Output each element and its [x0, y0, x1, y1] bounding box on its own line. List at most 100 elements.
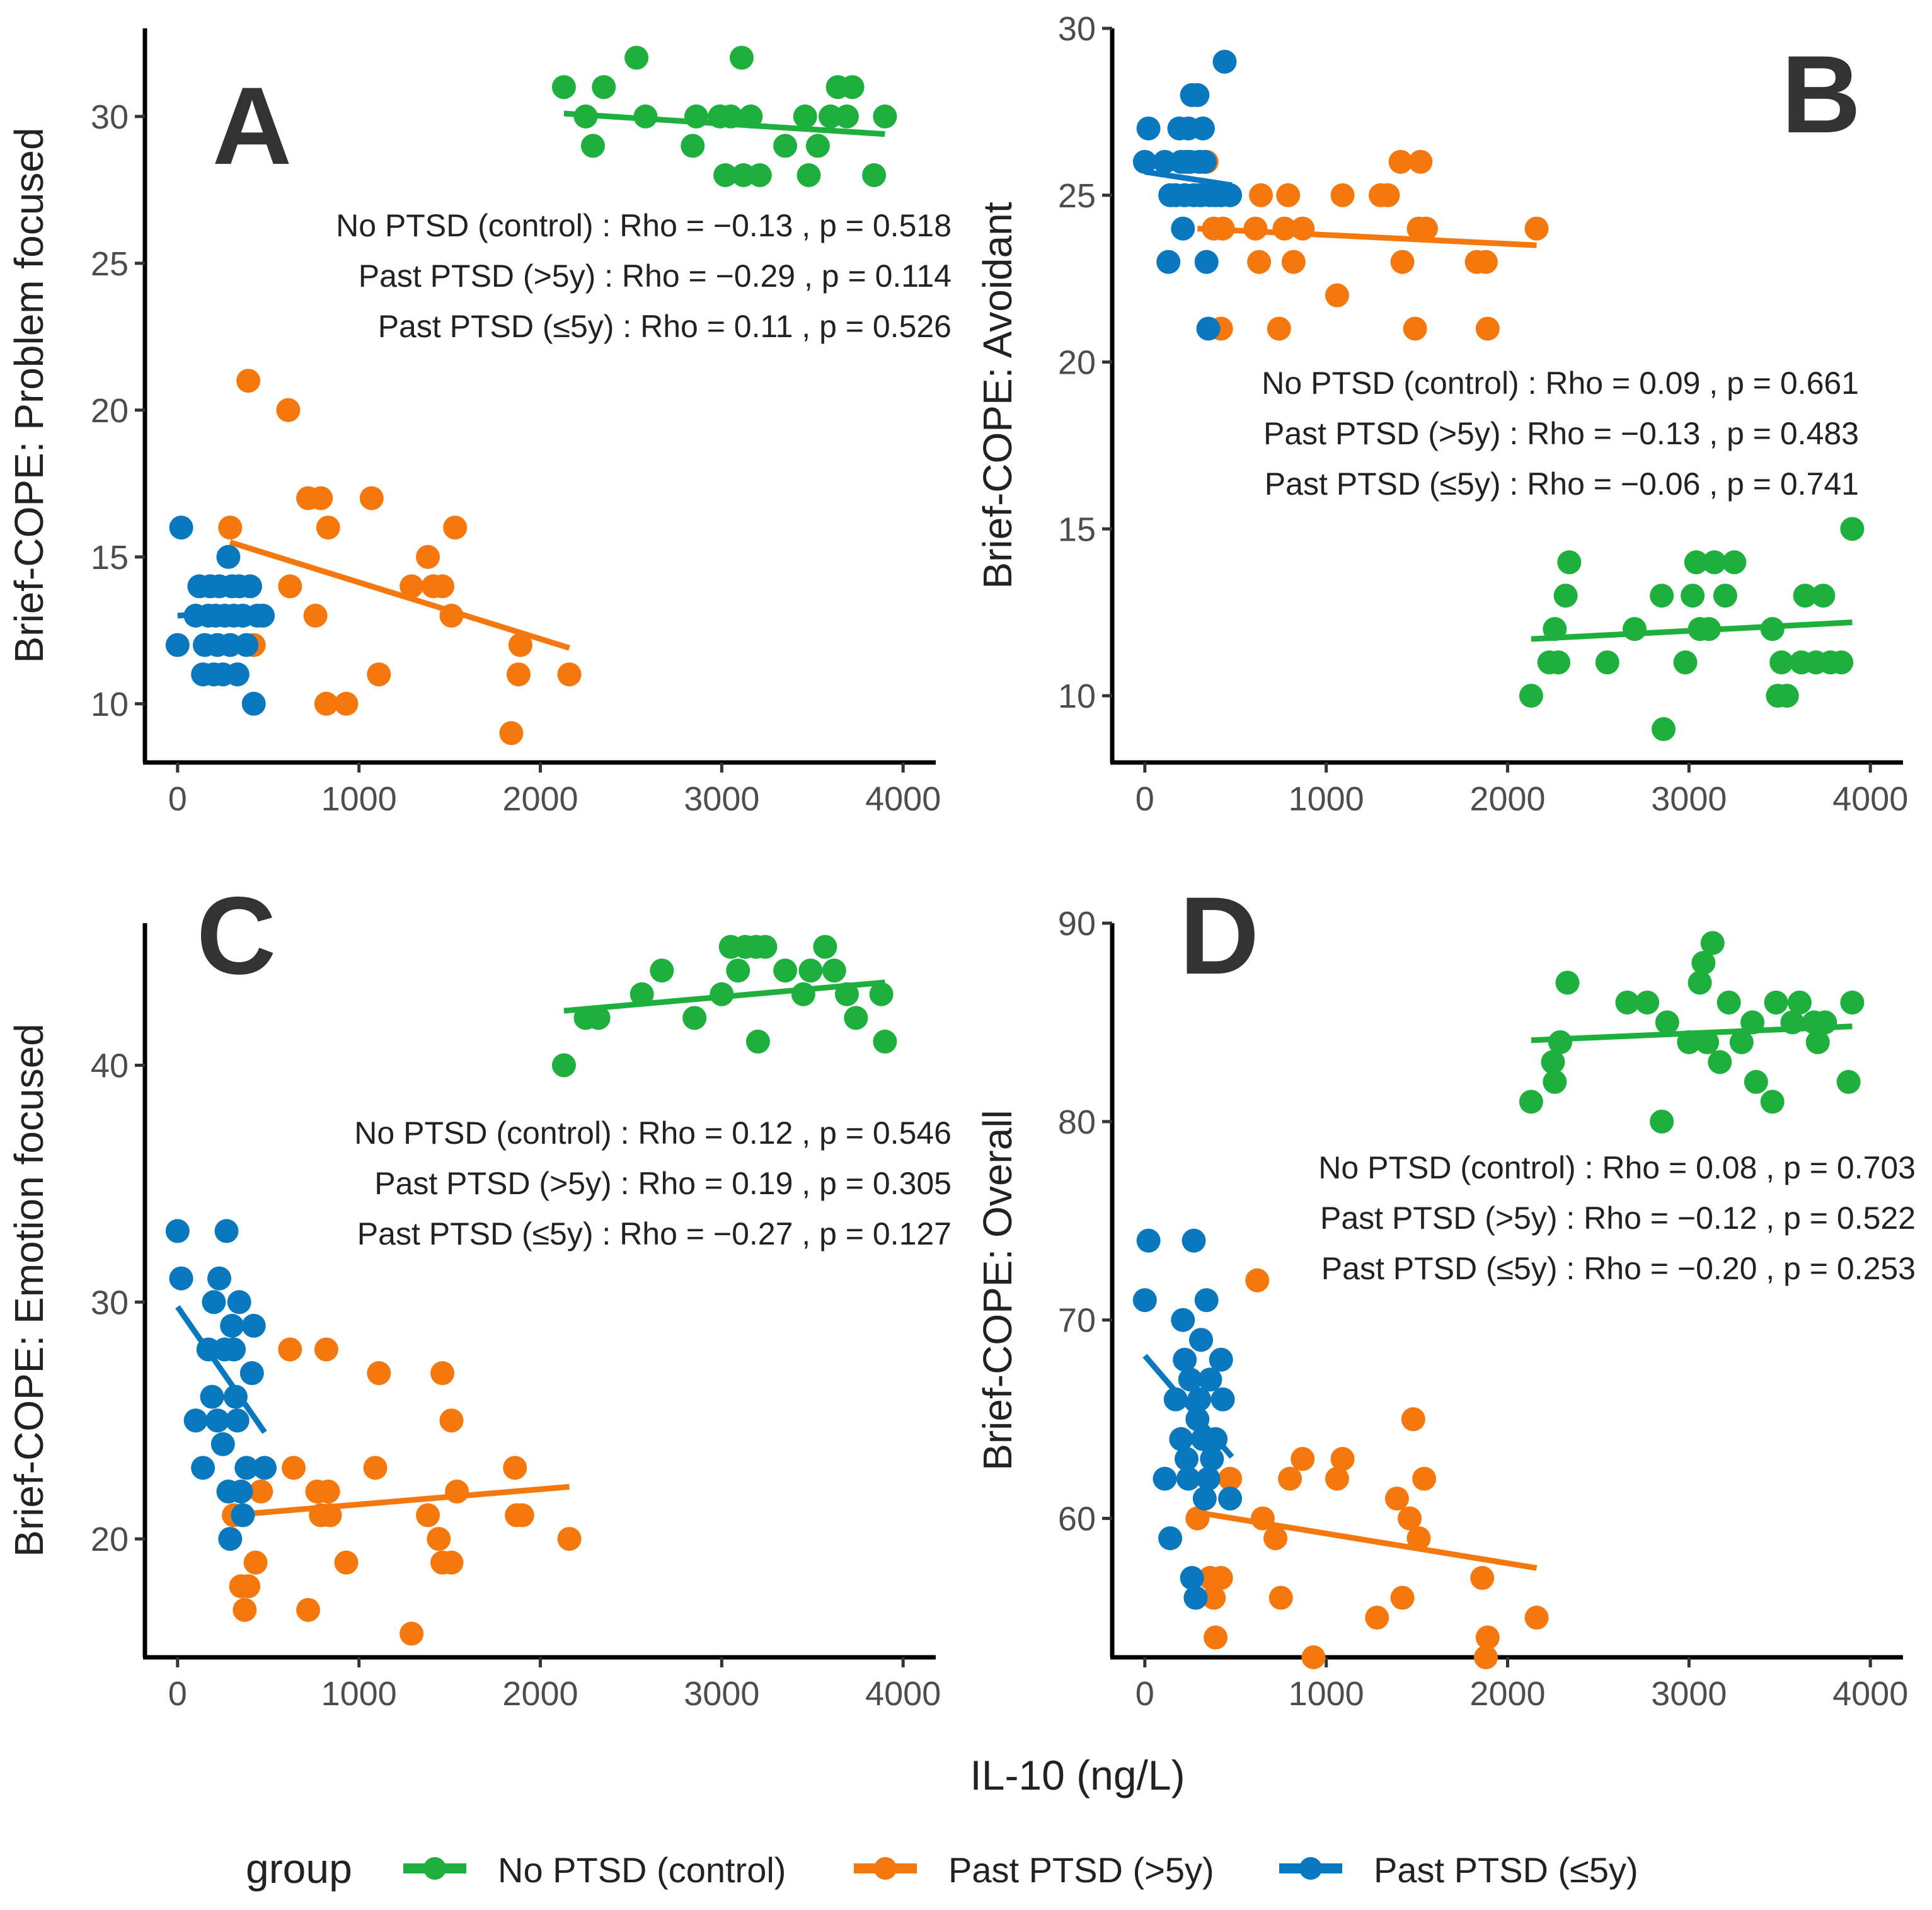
y-axis-label: Brief-COPE: Avoidant — [975, 202, 1020, 589]
data-point — [1684, 550, 1708, 575]
data-point — [1202, 1585, 1226, 1610]
series-past-ptsd-5y — [218, 369, 582, 745]
correlation-annotation: Past PTSD (>5y) : Rho = −0.12 , p = 0.52… — [1320, 1200, 1916, 1236]
data-point — [238, 574, 262, 599]
data-point — [1811, 584, 1836, 608]
series-no-ptsd-control — [1519, 931, 1865, 1134]
data-point — [241, 1313, 266, 1338]
y-axis-label: Brief-COPE: Overall — [975, 1110, 1020, 1471]
data-point — [427, 1527, 451, 1551]
y-tick-label: 30 — [1058, 10, 1096, 48]
data-point — [1330, 1447, 1355, 1471]
trend-line — [563, 979, 885, 1014]
x-tick-label: 1000 — [1289, 780, 1364, 818]
data-point — [1722, 550, 1747, 575]
data-point — [416, 1503, 440, 1527]
series-past-ptsd-5y — [1185, 1268, 1549, 1669]
data-point — [227, 1290, 251, 1315]
data-point — [1278, 1466, 1302, 1491]
data-point — [1840, 517, 1865, 541]
data-point — [1615, 990, 1640, 1015]
data-point — [1764, 990, 1788, 1015]
y-tick-label: 10 — [91, 686, 129, 723]
data-point — [218, 515, 243, 540]
data-point — [1192, 1487, 1217, 1511]
data-point — [1190, 116, 1215, 141]
data-point — [793, 104, 817, 129]
data-point — [1136, 1228, 1161, 1253]
data-point — [229, 1479, 253, 1504]
data-point — [1595, 650, 1619, 675]
data-point — [1281, 250, 1306, 274]
data-point — [1729, 1030, 1754, 1054]
data-point — [1267, 316, 1291, 341]
data-point — [241, 691, 266, 716]
data-point — [753, 935, 778, 959]
legend-entry-no-ptsd: No PTSD (control) — [403, 1850, 786, 1890]
trend-line — [1142, 1354, 1234, 1459]
panel-C: 0 1000 2000 3000 4000 20 30 40 Brief-COPE: Emoti… — [6, 875, 952, 1713]
y-tick-label: 15 — [1058, 510, 1096, 548]
data-point — [278, 1337, 302, 1362]
data-point — [1805, 1030, 1830, 1054]
data-point — [1196, 316, 1221, 341]
y-axis-label: Brief-COPE: Problem focused — [6, 127, 52, 663]
x-tick-label: 0 — [168, 1675, 187, 1713]
data-point — [1695, 1030, 1720, 1054]
data-point — [1390, 1585, 1415, 1610]
data-point — [1132, 149, 1157, 174]
data-point — [1330, 183, 1355, 207]
y-tick-label: 25 — [1058, 177, 1096, 215]
data-point — [1475, 1625, 1500, 1650]
data-point — [1652, 717, 1676, 742]
data-point — [443, 515, 468, 540]
data-point — [1200, 1447, 1224, 1471]
data-point — [416, 544, 440, 569]
data-point — [400, 1621, 424, 1646]
data-point — [220, 1313, 244, 1338]
data-point — [243, 1550, 268, 1575]
data-point — [1688, 970, 1712, 995]
correlation-annotation: No PTSD (control) : Rho = 0.08 , p = 0.7… — [1318, 1150, 1916, 1185]
data-point — [1291, 1447, 1315, 1471]
correlation-annotation: No PTSD (control) : Rho = 0.12 , p = 0.5… — [354, 1115, 952, 1151]
data-point — [191, 1456, 216, 1480]
data-point — [1403, 316, 1427, 341]
data-point — [1519, 1090, 1543, 1114]
data-point — [1413, 216, 1438, 241]
data-point — [1204, 1625, 1228, 1650]
data-point — [282, 1456, 306, 1480]
x-tick-label: 2000 — [502, 1675, 578, 1713]
data-point — [165, 1219, 190, 1243]
data-point — [314, 691, 338, 716]
data-point — [791, 982, 815, 1006]
data-point — [730, 45, 754, 70]
y-tick-label: 60 — [1058, 1500, 1096, 1538]
series-past-ptsd-5y — [1132, 1228, 1243, 1610]
legend-title: group — [246, 1845, 352, 1892]
data-point — [1163, 1387, 1188, 1412]
data-point — [1276, 183, 1301, 207]
legend-entry-past-ptsd-le5y: Past PTSD (≤5y) — [1279, 1850, 1638, 1890]
series-past-ptsd-5y — [222, 1337, 582, 1646]
data-point — [367, 1361, 391, 1386]
data-point — [713, 163, 738, 187]
data-point — [1557, 550, 1582, 575]
data-point — [1650, 1109, 1674, 1134]
data-point — [624, 45, 649, 70]
x-tick-label: 4000 — [1832, 780, 1908, 818]
data-point — [1655, 1010, 1679, 1035]
data-point — [510, 1503, 534, 1527]
data-point — [681, 134, 705, 158]
data-point — [1183, 1585, 1208, 1610]
data-point — [183, 1408, 208, 1433]
data-point — [439, 1550, 464, 1575]
series-past-ptsd-5y — [1187, 149, 1549, 341]
data-point — [1543, 1069, 1567, 1094]
trend-line — [175, 1305, 267, 1434]
data-point — [798, 958, 823, 983]
data-point — [1673, 650, 1698, 675]
data-point — [1470, 1566, 1495, 1591]
data-point — [222, 1337, 246, 1362]
data-point — [1210, 1387, 1235, 1412]
